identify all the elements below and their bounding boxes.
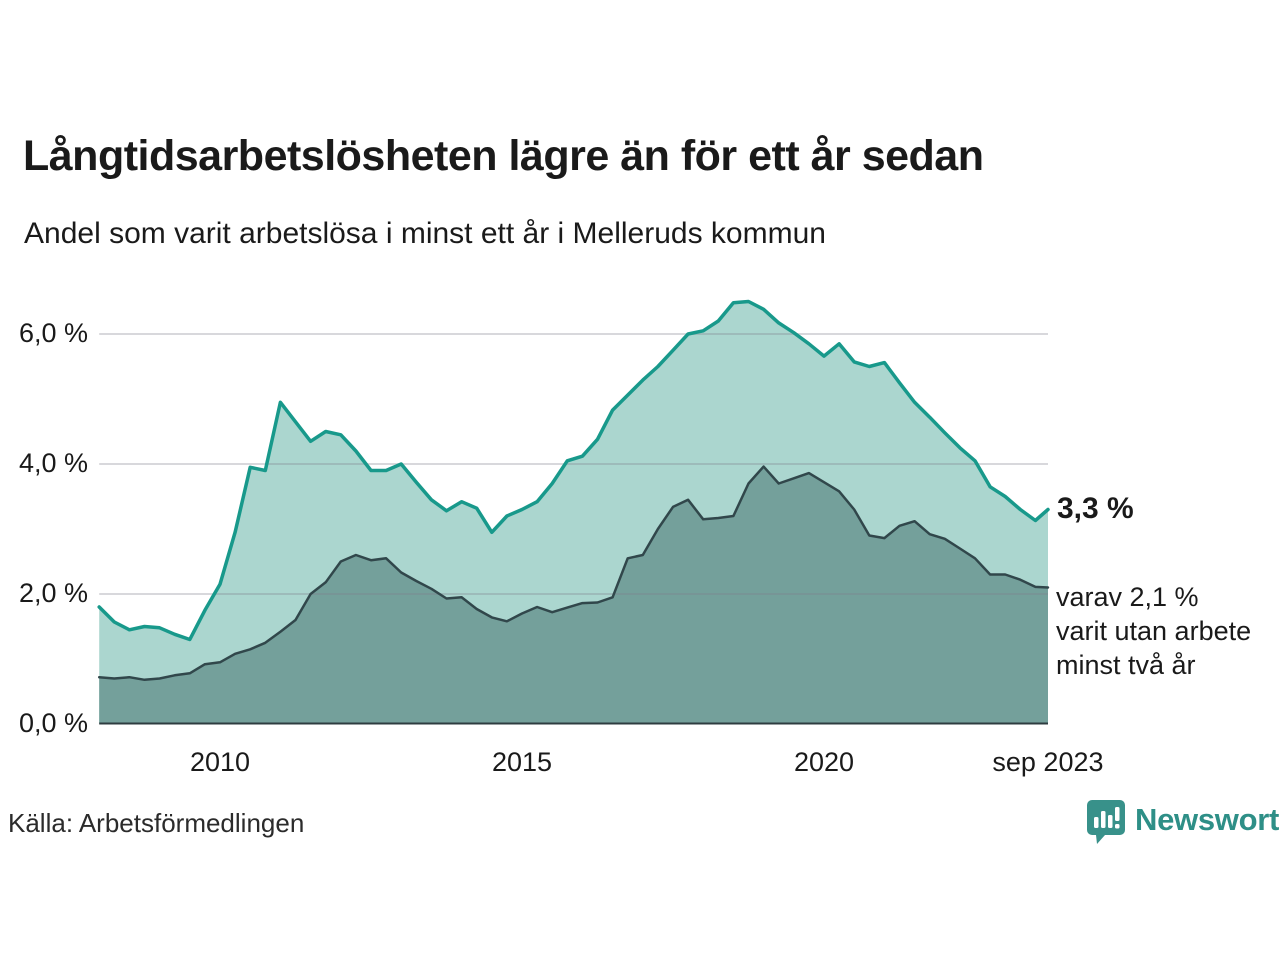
series-line-1: [97, 465, 1050, 682]
x-tick-2015: 2015: [491, 747, 553, 777]
brand-logo: Newsworthy: [1086, 799, 1280, 851]
brand-name: Newsworthy: [1135, 802, 1280, 837]
y-tick-2,0 %: 2,0 %: [18, 578, 88, 608]
newsworthy-logo-icon: [1087, 800, 1125, 844]
end-sub-line-3: minst två år: [1056, 650, 1196, 680]
page-title: Långtidsarbetslösheten lägre än för ett …: [23, 132, 984, 180]
series-area-1: [99, 466, 1048, 724]
series-end-sub-label: varav 2,1 % varit utan arbete minst två …: [1056, 580, 1251, 682]
y-tick-0,0 %: 0,0 %: [18, 708, 88, 738]
y-tick-6,0 %: 6,0 %: [18, 318, 88, 348]
end-sub-line-1: varav 2,1 %: [1056, 582, 1199, 612]
series-end-value-label: 3,3 %: [1057, 492, 1134, 525]
x-tick-2010: 2010: [189, 747, 251, 777]
chart-subtitle: Andel som varit arbetslösa i minst ett å…: [24, 217, 826, 250]
logo-badge-shape: [1087, 800, 1125, 844]
end-sub-line-2: varit utan arbete: [1056, 616, 1252, 646]
series-line-0: [97, 299, 1050, 642]
x-tick-2020: 2020: [793, 747, 855, 777]
y-tick-4,0 %: 4,0 %: [18, 448, 88, 478]
source-credit: Källa: Arbetsförmedlingen: [8, 808, 305, 838]
x-tick-sep 2023: sep 2023: [992, 747, 1104, 777]
